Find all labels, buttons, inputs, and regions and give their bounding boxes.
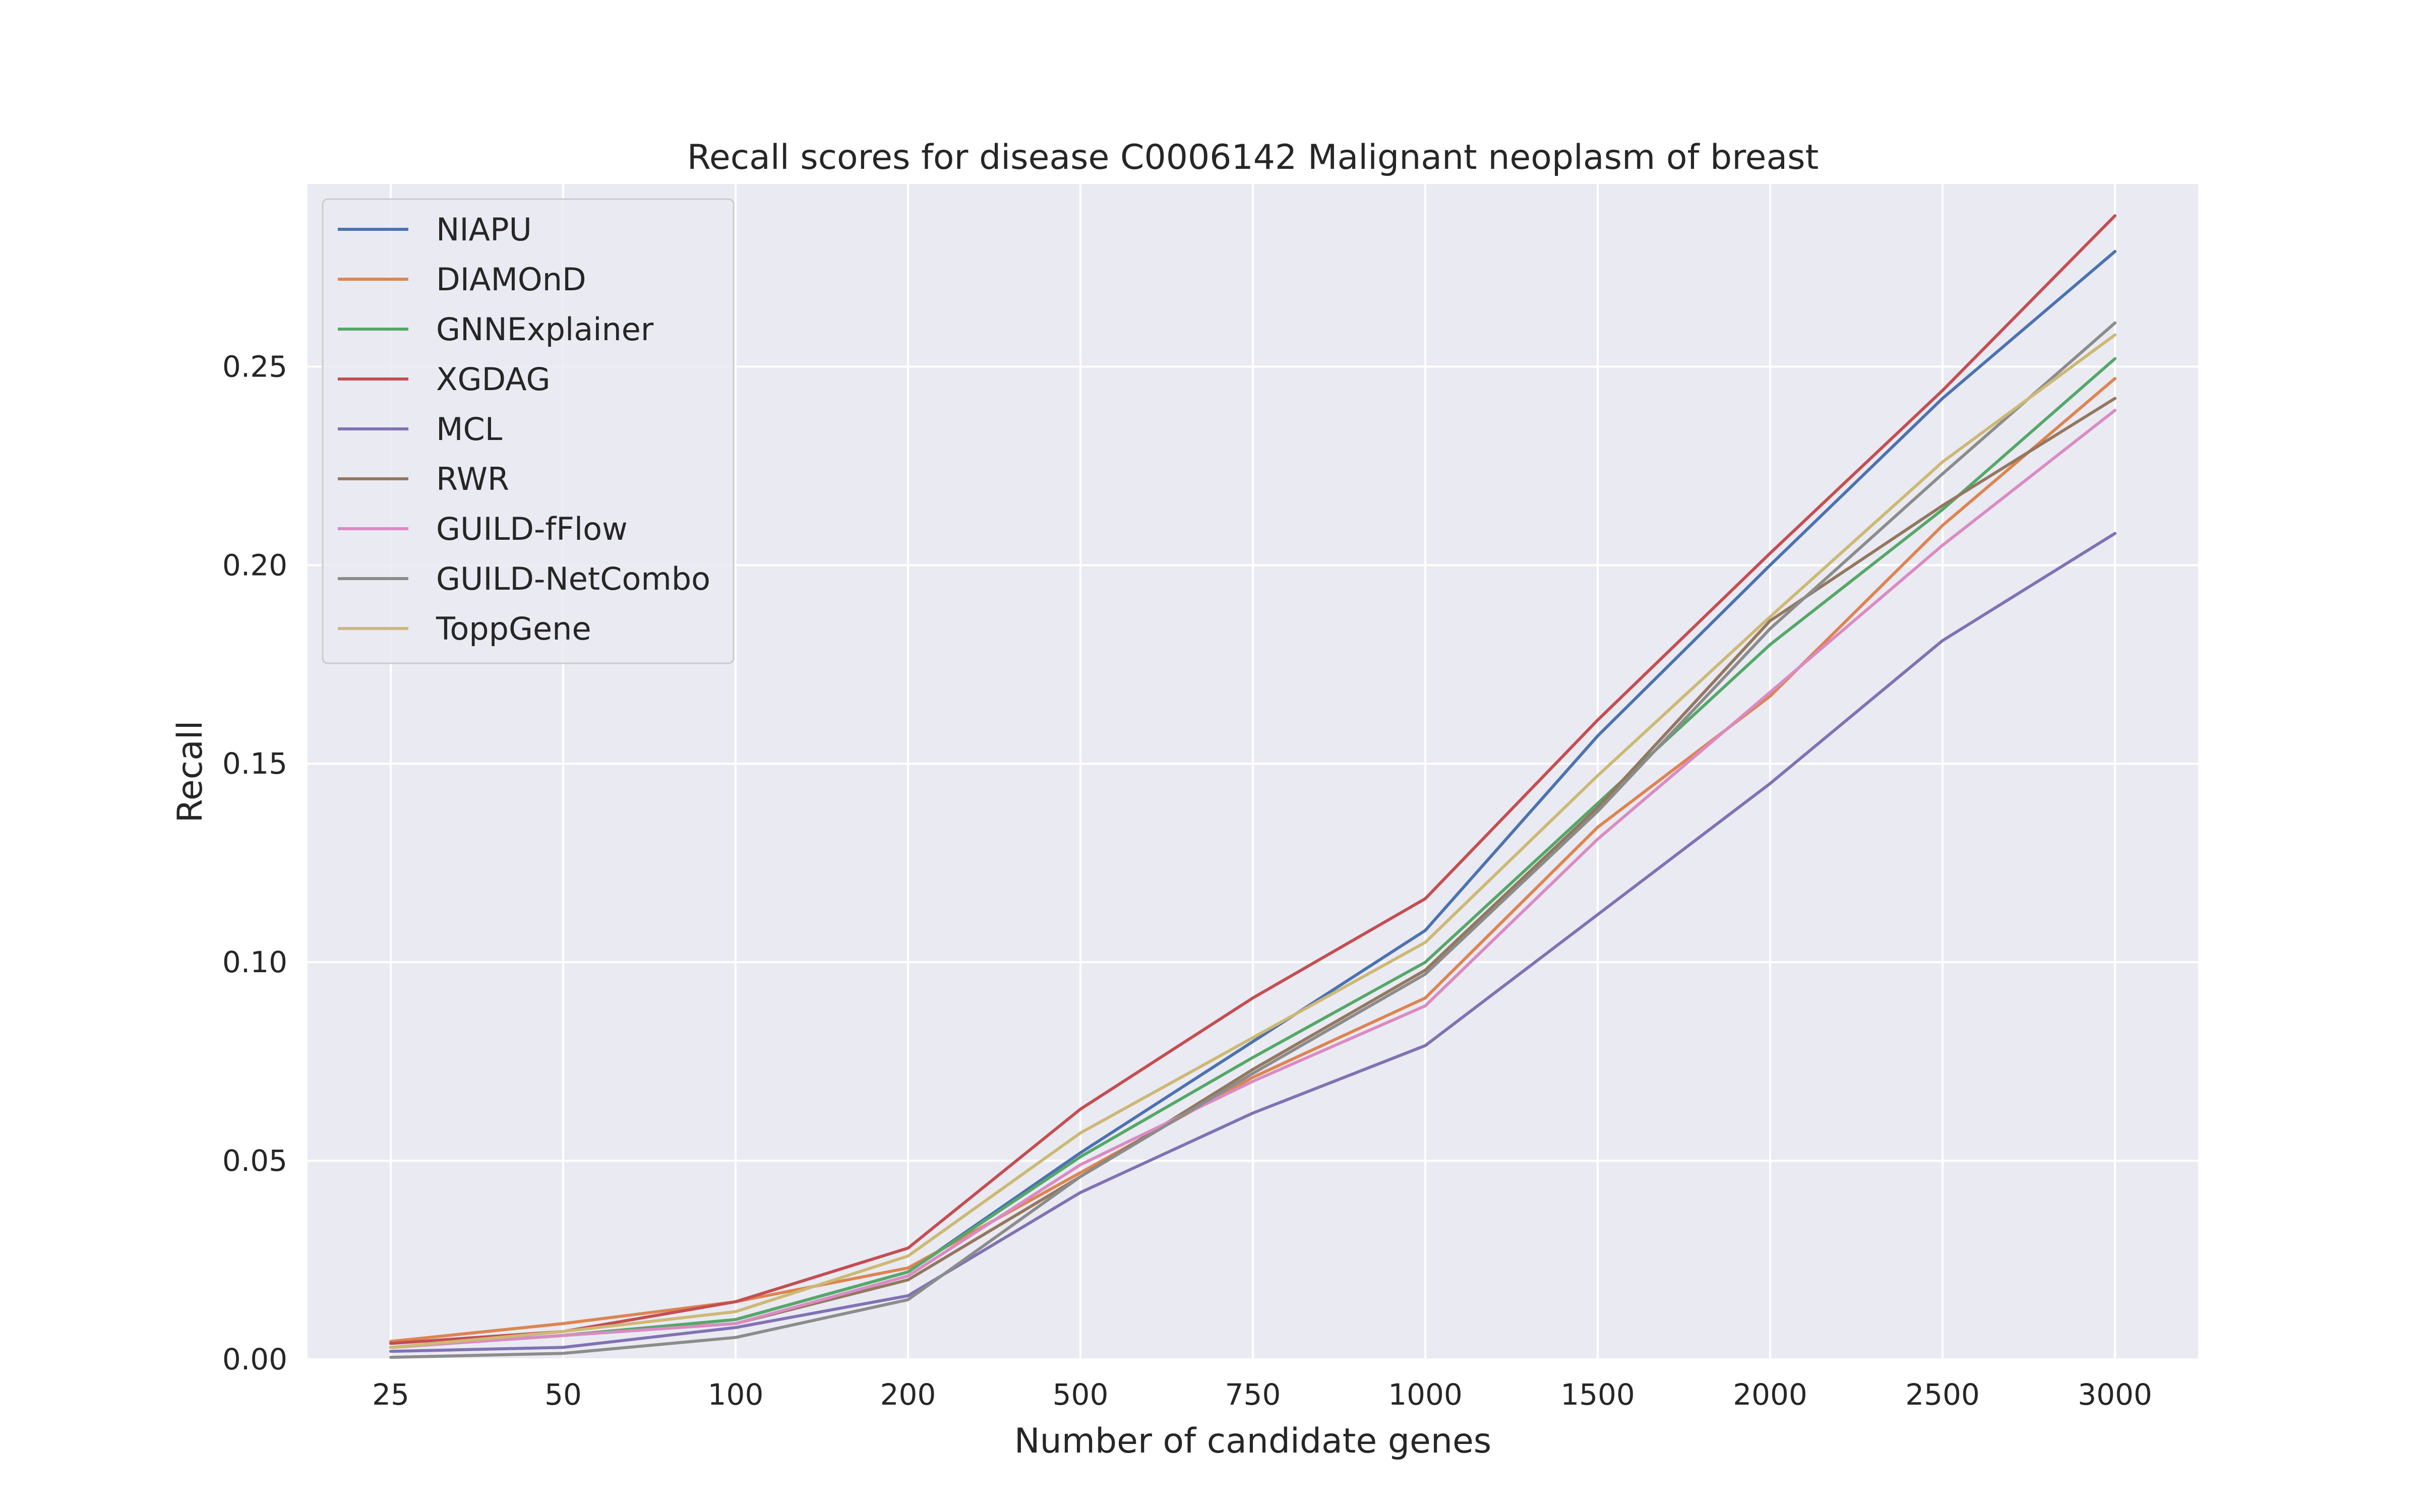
x-tick-label: 25: [372, 1377, 409, 1412]
legend-box: [322, 198, 735, 664]
legend-label-guild-fflow: GUILD-fFlow: [436, 511, 628, 547]
x-tick-label: 200: [880, 1377, 936, 1412]
y-tick-label: 0.25: [222, 349, 287, 384]
y-tick-label: 0.10: [222, 945, 287, 979]
x-tick-label: 750: [1225, 1377, 1281, 1412]
legend-label-toppgene: ToppGene: [436, 610, 591, 647]
series-line-guild-fflow: [389, 409, 2116, 1349]
series-line-toppgene: [389, 333, 2116, 1349]
y-tick-label: 0.20: [222, 548, 287, 582]
x-tick-label: 1500: [1560, 1377, 1635, 1412]
legend-label-rwr: RWR: [436, 461, 509, 497]
series-line-xgdag: [389, 214, 2116, 1345]
x-tick-label: 2000: [1733, 1377, 1807, 1412]
x-tick-label: 2500: [1905, 1377, 1980, 1412]
x-tick-label: 500: [1053, 1377, 1109, 1412]
series-lines: [389, 214, 2116, 1359]
x-tick-label: 100: [708, 1377, 764, 1412]
x-tick-label: 1000: [1388, 1377, 1463, 1412]
y-tick-label: 0.15: [222, 746, 287, 781]
legend-label-xgdag: XGDAG: [436, 361, 551, 398]
x-tick-label: 3000: [2078, 1377, 2152, 1412]
x-tick-labels: 25 50 100 200 500 750 1000 1500 2000 2500 3000: [372, 1377, 2152, 1412]
x-tick-label: 50: [544, 1377, 582, 1412]
legend-label-diamond: DIAMOnD: [436, 261, 586, 298]
legend: NIAPU DIAMOnD GNNExplainer XGDAG MCL RWR GUILD…: [322, 198, 735, 664]
chart-title: Recall scores for disease C0006142 Malig…: [687, 138, 1819, 177]
series-line-mcl: [389, 532, 2116, 1353]
y-tick-labels: 0.00 0.05 0.10 0.15 0.20 0.25: [222, 349, 287, 1376]
legend-label-mcl: MCL: [436, 411, 503, 448]
legend-label-gnnexplainer: GNNExplainer: [436, 311, 654, 348]
y-tick-label: 0.00: [222, 1342, 287, 1376]
series-line-diamond: [389, 377, 2116, 1343]
series-line-gnnexplainer: [389, 357, 2116, 1349]
legend-label-guild-netcombo: GUILD-NetCombo: [436, 560, 710, 597]
y-tick-label: 0.05: [222, 1144, 287, 1178]
y-axis-label: Recall: [170, 721, 210, 823]
x-axis-label: Number of candidate genes: [1014, 1421, 1491, 1461]
grid-lines: [308, 184, 2198, 1360]
legend-label-niapu: NIAPU: [436, 211, 532, 248]
series-line-guild-netcombo: [389, 321, 2116, 1359]
